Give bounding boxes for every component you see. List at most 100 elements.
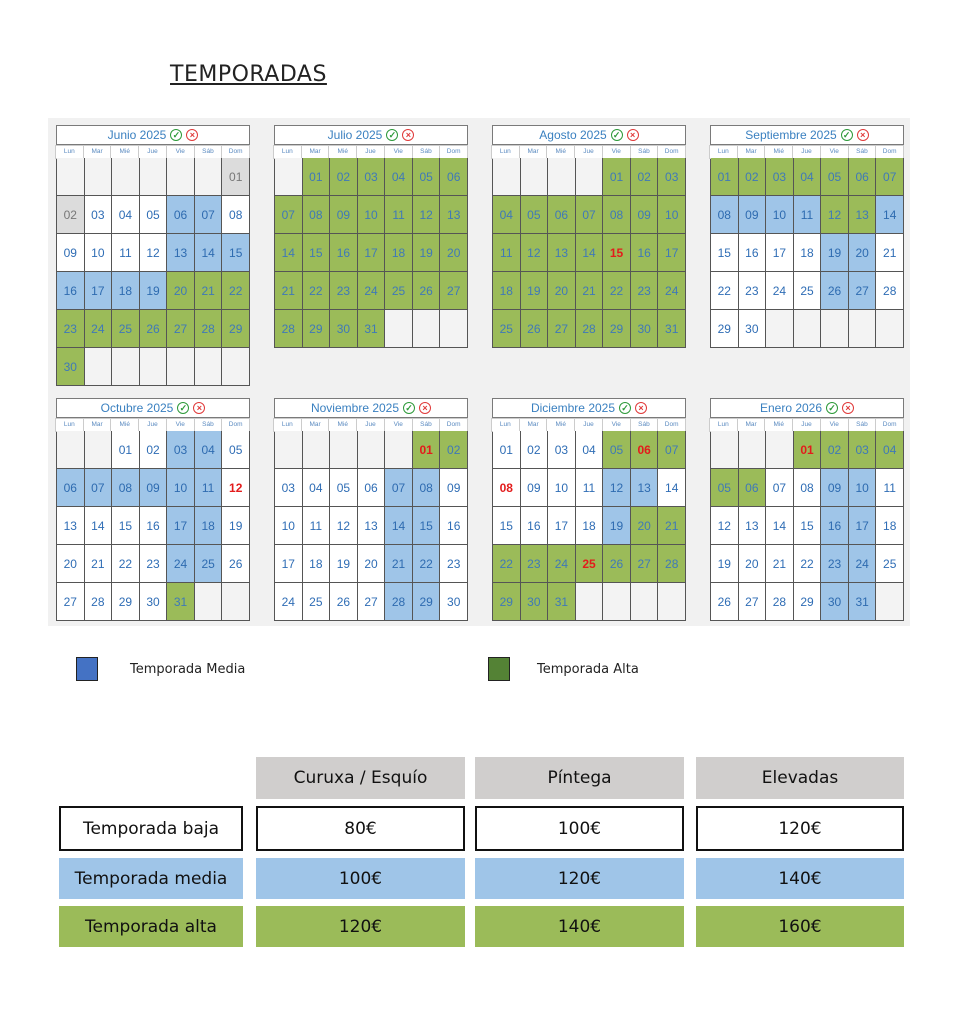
month-calendar: Agosto 2025 ✓ × Lun Mar Mié Jue Vie Sáb Dom 01 02 03…: [491, 125, 686, 348]
day-cell: 05: [603, 431, 631, 469]
empty-cell: [139, 348, 168, 386]
month-calendar: Junio 2025 ✓ × Lun Mar Mié Jue Vie Sáb Dom 01 02 03 0…: [55, 125, 250, 386]
empty-cell: [194, 158, 223, 196]
month-name: Octubre 2025: [100, 401, 174, 415]
empty-cell: [385, 310, 413, 348]
day-cell: 29: [603, 310, 631, 348]
day-cell: 07: [385, 469, 413, 507]
day-cell: 15: [412, 507, 441, 545]
day-cell: 09: [139, 469, 168, 507]
weekday-label: Sáb: [193, 145, 223, 159]
day-cell: 02: [738, 158, 767, 196]
month-calendar: Octubre 2025 ✓ × Lun Mar Mié Jue Vie Sáb Dom 01 02 0…: [55, 398, 250, 621]
day-cell: 08: [793, 469, 822, 507]
weekday-label: Mar: [736, 145, 766, 159]
empty-cell: [139, 158, 168, 196]
weekday-label: Mié: [764, 418, 794, 432]
weekday-label: Lun: [55, 145, 84, 159]
day-cell: 02: [821, 431, 849, 469]
empty-cell: [548, 158, 576, 196]
month-header: Noviembre 2025 ✓ ×: [274, 398, 468, 418]
day-cell: 11: [876, 469, 904, 507]
weekday-label: Lun: [709, 145, 738, 159]
weekday-label: Mar: [518, 145, 548, 159]
empty-cell: [275, 431, 303, 469]
day-cell: 20: [167, 272, 195, 310]
day-cell: 27: [440, 272, 468, 310]
day-cell: 12: [139, 234, 168, 272]
check-circle-icon: ✓: [170, 129, 183, 141]
day-cell: 31: [357, 310, 386, 348]
day-cell: 08: [412, 469, 441, 507]
day-cell: 17: [167, 507, 195, 545]
day-cell: 30: [738, 310, 767, 348]
weekday-label: Dom: [657, 418, 686, 432]
empty-cell: [112, 348, 140, 386]
day-cell: 01: [412, 431, 441, 469]
weekday-header: Lun Mar Mié Jue Vie Sáb Dom: [491, 418, 686, 432]
empty-cell: [738, 431, 767, 469]
weekday-label: Jue: [356, 145, 385, 159]
day-cell: 20: [440, 234, 468, 272]
day-cell: 26: [603, 545, 631, 583]
empty-cell: [84, 348, 113, 386]
day-grid: 01 02 03 04 05 06 07 08 09 10 11 12 13 14 15 16 17 18 19 20…: [56, 430, 250, 621]
day-cell: 25: [575, 545, 604, 583]
month-calendar: Noviembre 2025 ✓ × Lun Mar Mié Jue Vie Sáb Dom 01 0…: [273, 398, 468, 621]
day-cell: 24: [766, 272, 794, 310]
day-cell: 11: [194, 469, 223, 507]
day-cell: 18: [112, 272, 140, 310]
day-cell: 15: [793, 507, 822, 545]
month-calendar: Diciembre 2025 ✓ × Lun Mar Mié Jue Vie Sáb Dom 01 0…: [491, 398, 686, 621]
cross-circle-icon: ×: [626, 129, 639, 141]
day-cell: 09: [57, 234, 85, 272]
day-cell: 13: [848, 196, 877, 234]
empty-cell: [222, 348, 250, 386]
day-cell: 10: [766, 196, 794, 234]
weekday-header: Lun Mar Mié Jue Vie Sáb Dom: [709, 145, 904, 159]
day-cell: 03: [848, 431, 877, 469]
day-cell: 01: [493, 431, 521, 469]
day-cell: 19: [821, 234, 849, 272]
day-cell: 07: [275, 196, 303, 234]
day-cell: 25: [302, 583, 331, 621]
day-cell: 21: [84, 545, 113, 583]
day-cell: 03: [658, 158, 686, 196]
day-cell: 18: [302, 545, 331, 583]
day-cell: 08: [112, 469, 140, 507]
day-cell: 04: [876, 431, 904, 469]
day-cell: 24: [84, 310, 113, 348]
day-cell: 30: [630, 310, 659, 348]
weekday-label: Mar: [736, 418, 766, 432]
day-cell: 03: [84, 196, 113, 234]
weekday-label: Mar: [518, 418, 548, 432]
empty-cell: [194, 583, 223, 621]
day-cell: 28: [876, 272, 904, 310]
empty-cell: [658, 583, 686, 621]
day-cell: 16: [821, 507, 849, 545]
day-cell: 16: [57, 272, 85, 310]
day-cell: 15: [603, 234, 631, 272]
day-cell: 06: [440, 158, 468, 196]
day-cell: 13: [57, 507, 85, 545]
empty-cell: [876, 310, 904, 348]
day-cell: 15: [493, 507, 521, 545]
day-cell: 21: [766, 545, 794, 583]
cross-circle-icon: ×: [842, 402, 855, 414]
month-name: Noviembre 2025: [310, 401, 400, 415]
empty-cell: [57, 158, 85, 196]
empty-cell: [793, 310, 822, 348]
weekday-label: Lun: [273, 418, 302, 432]
legend-alta-swatch: [488, 657, 510, 681]
day-cell: 30: [520, 583, 549, 621]
weekday-label: Mié: [110, 145, 140, 159]
price-column-header: Píntega: [475, 757, 684, 799]
day-cell: 21: [658, 507, 686, 545]
weekday-label: Mié: [328, 145, 358, 159]
day-cell: 19: [603, 507, 631, 545]
check-circle-icon: ✓: [840, 129, 853, 141]
day-cell: 16: [520, 507, 549, 545]
day-cell: 25: [493, 310, 521, 348]
day-grid: 01 02 03 04 05 06 07 08 09 10 11 12 13 14 15 16 17 18 19 20…: [710, 430, 904, 621]
weekday-label: Vie: [819, 145, 849, 159]
